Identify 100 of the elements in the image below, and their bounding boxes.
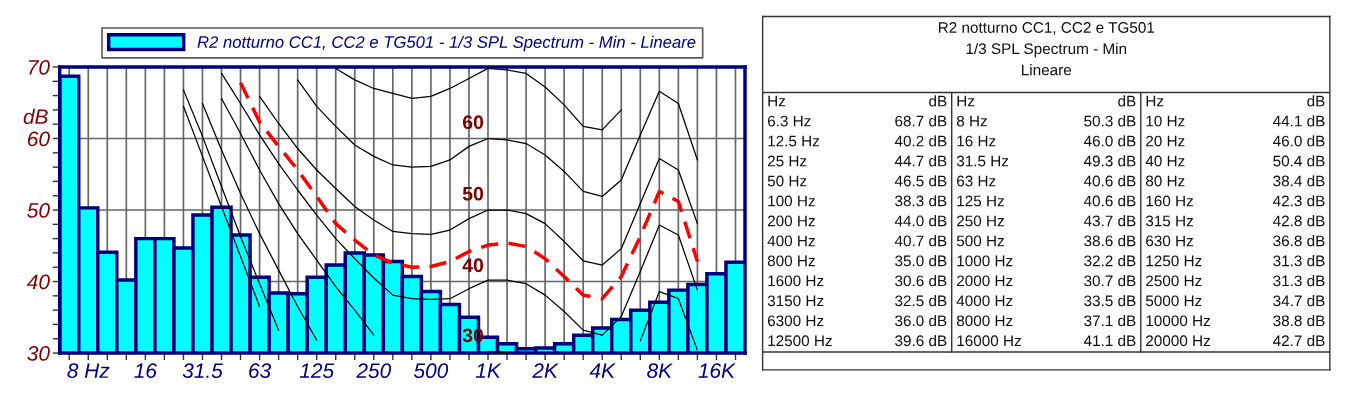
annotation: 60 [462,115,484,130]
text: 16000 Hz [957,335,1021,347]
y-tick-label: 40 [26,274,50,290]
text: 1250 Hz [1146,255,1202,267]
text: 40.6 dB [1083,195,1136,207]
text: 800 Hz [767,255,815,267]
text: 8000 Hz [956,315,1013,327]
text: dB [929,95,947,107]
text: 46.0 dB [1273,135,1325,147]
text: 44.0 dB [894,215,947,227]
text: 43.7 dB [1083,215,1136,227]
text: 20 Hz [1146,135,1185,147]
text: 200 Hz [767,215,815,227]
text: dB [1307,95,1325,107]
text: 25 Hz [767,155,807,167]
text: 46.5 dB [894,175,947,187]
text: 42.7 dB [1273,334,1325,347]
x-tick-label: 16K [698,363,736,379]
text: 31.3 dB [1273,255,1325,267]
line-series [201,102,318,341]
text: dB [1118,95,1136,107]
text: Hz [768,95,786,107]
text: 50 Hz [767,175,807,187]
text: 39.6 dB [895,334,947,347]
text: 630 Hz [1146,235,1193,247]
line-series [182,105,261,308]
text: 35.0 dB [895,255,947,267]
y-axis-title: dB [23,108,48,125]
x-tick-label: 4K [589,363,616,378]
text: 20000 Hz [1146,335,1210,347]
text: 38.6 dB [1084,235,1136,247]
text: 30.7 dB [1084,275,1136,287]
text: 10 Hz [1146,115,1185,127]
x-tick-label: 63 [249,363,271,379]
text: 63 Hz [957,175,996,187]
text: 5000 Hz [1145,295,1202,307]
line-series [335,67,622,131]
text: 12.5 Hz [768,135,820,147]
text: 34.7 dB [1273,295,1325,307]
text: 31.5 Hz [956,155,1009,167]
text: 38.8 dB [1273,314,1325,327]
text: 36.0 dB [895,314,947,327]
text: 2500 Hz [1146,275,1202,287]
text: 12500 Hz [768,335,832,347]
text: 6.3 Hz [767,115,811,127]
text: Lineare [1022,64,1072,76]
text: 160 Hz [1146,195,1193,207]
text: 50.4 dB [1273,155,1325,167]
y-tick-label: 60 [27,131,50,147]
text: 40.7 dB [894,235,947,247]
text: 125 Hz [957,195,1004,207]
text: 36.8 dB [1273,235,1325,247]
text: 16 Hz [957,135,996,147]
text: 30.6 dB [895,275,947,287]
x-tick-label: 8K [647,363,673,379]
text: 40.2 dB [894,135,947,147]
text: 3150 Hz [767,295,824,307]
text: 44.1 dB [1273,115,1325,127]
text: 1000 Hz [957,255,1013,267]
text: 33.5 dB [1084,295,1136,307]
text: 315 Hz [1145,215,1193,227]
text: 32.2 dB [1084,255,1136,267]
text: 40.6 dB [1083,175,1136,187]
text: 400 Hz [767,235,815,247]
annotation: 40 [462,258,484,273]
text: 2000 Hz [957,275,1013,287]
text: 37.1 dB [1084,314,1136,327]
text: 46.0 dB [1083,135,1136,147]
text: 44.7 dB [894,155,947,167]
text: 42.3 dB [1273,195,1325,207]
x-tick-label: 500 [413,363,449,379]
text: Hz [1146,95,1164,107]
y-tick-label: 70 [28,59,50,75]
text: 49.3 dB [1083,155,1136,167]
x-tick-label: 125 [299,363,335,379]
line-series [238,80,700,301]
text: Hz [957,95,975,107]
y-tick-label: 30 [27,346,50,361]
text: 6300 Hz [767,315,824,327]
text: 41.1 dB [1083,334,1136,347]
legend-label: R2 notturno CC1, CC2 e TG501 - 1/3 SPL Spectrum - Min - Lineare [197,35,696,52]
text: 8 Hz [956,115,987,127]
text: 31.3 dB [1273,275,1325,287]
text: 1600 Hz [768,275,824,287]
x-tick-label: 2K [532,363,559,378]
text: 500 Hz [956,235,1004,247]
x-tick-label: 16 [134,363,157,379]
text: 38.3 dB [895,195,947,207]
x-tick-label: 250 [356,363,391,379]
y-tick-label: 50 [27,203,50,218]
annotation: 50 [462,186,484,201]
text: 4000 Hz [956,295,1013,307]
x-tick-label: 31.5 [182,363,223,379]
text: 38.4 dB [1273,175,1325,187]
text: 40 Hz [1145,155,1185,167]
x-tick-label: 1K [475,363,502,378]
x-tick-label: 8 Hz [67,363,110,379]
text: 80 Hz [1145,175,1185,187]
text: R2 notturno CC1, CC2 e TG501 [938,22,1155,35]
text: 1/3 SPL Spectrum - Min [966,42,1127,58]
